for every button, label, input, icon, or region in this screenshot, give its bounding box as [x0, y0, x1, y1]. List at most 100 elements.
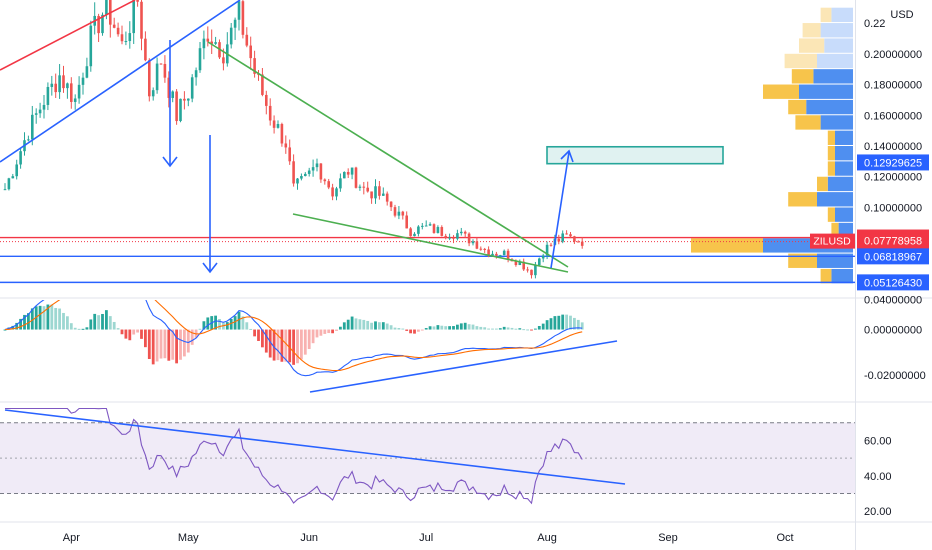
- price-tick-label: 0.14000000: [864, 141, 922, 153]
- drop-arrow-2-head: [202, 262, 218, 274]
- macd-histogram-bar: [545, 320, 549, 330]
- volume-profile-bar-value-area: [795, 115, 821, 130]
- macd-histogram-bar: [186, 329, 190, 353]
- macd-histogram-bar: [471, 324, 475, 330]
- candle-body: [155, 63, 159, 91]
- candle-body: [112, 24, 116, 28]
- macd-signal-line: [4, 300, 583, 372]
- candle-body: [276, 124, 280, 128]
- time-tick-label: Jul: [419, 532, 433, 544]
- candle-body: [409, 228, 412, 237]
- candle-body: [358, 186, 362, 188]
- macd-histogram-bar: [136, 329, 139, 333]
- macd-histogram-bar: [183, 329, 186, 357]
- macd-axis[interactable]: 0.00000000 -0.02000000: [864, 325, 926, 382]
- macd-histogram-bar: [483, 327, 487, 330]
- macd-histogram-bar: [218, 318, 221, 330]
- candle-body: [31, 114, 34, 140]
- price-tag[interactable]: 0.12929625: [857, 154, 929, 171]
- candle-body: [440, 227, 444, 236]
- volume-profile-bar-value-area: [827, 130, 835, 145]
- macd-histogram-bar: [518, 328, 522, 330]
- candle-body: [175, 91, 178, 122]
- rsi-trendline[interactable]: [4, 409, 626, 485]
- candle-body: [3, 189, 7, 191]
- rsi-axis[interactable]: 60.00 40.00 20.00: [864, 435, 892, 518]
- channel-lower-trendline[interactable]: [0, 0, 241, 163]
- rsi-pane[interactable]: [0, 407, 855, 505]
- time-tick-label: Sep: [658, 532, 678, 544]
- price-pane[interactable]: [0, 0, 855, 284]
- macd-histogram-bar: [69, 323, 73, 330]
- macd-histogram-bar: [264, 329, 268, 353]
- macd-histogram-bar: [311, 329, 315, 344]
- candle-body: [522, 261, 525, 270]
- macd-trendline[interactable]: [309, 340, 618, 393]
- candle-body: [393, 207, 397, 216]
- candle-body: [549, 244, 553, 246]
- macd-histogram-bar: [350, 316, 354, 330]
- candle-body: [424, 225, 428, 227]
- price-tag-label: 0.05126430: [864, 277, 922, 289]
- macd-histogram-bar: [73, 327, 77, 330]
- macd-histogram-bar: [66, 316, 69, 330]
- candle-body: [370, 191, 373, 199]
- price-axis[interactable]: 0.22 0.20000000 0.18000000 0.16000000 0.1400…: [810, 9, 929, 307]
- candle-body: [19, 151, 22, 165]
- macd-histogram-bar: [526, 329, 529, 331]
- time-axis[interactable]: Apr May Jun Jul Aug Sep Oct: [63, 532, 794, 544]
- volume-profile-bar-value-area: [827, 146, 835, 161]
- volume-profile-bar-value-area: [831, 222, 839, 238]
- volume-profile-bar: [835, 146, 853, 161]
- macd-pane[interactable]: [3, 276, 618, 393]
- macd-histogram-bar: [155, 329, 159, 362]
- macd-histogram-bar: [303, 329, 307, 355]
- volume-profile-bar-value-area: [817, 176, 828, 192]
- macd-histogram-bar: [214, 315, 217, 330]
- target-arrow-head: [560, 149, 574, 163]
- macd-histogram-bar: [46, 304, 50, 330]
- price-tick-label: 0.10000000: [864, 202, 922, 214]
- candle-body: [280, 124, 284, 144]
- candle-body: [11, 176, 15, 179]
- time-tick-label: Oct: [776, 532, 793, 544]
- rsi-tick-label: 60.00: [864, 435, 892, 447]
- time-tick-label: May: [178, 532, 199, 544]
- macd-histogram-bar: [413, 329, 416, 334]
- wedge-upper-trendline[interactable]: [207, 41, 569, 268]
- candle-body: [448, 237, 451, 239]
- price-tag[interactable]: 0.05126430: [857, 274, 929, 291]
- volume-profile-bar-value-area: [763, 84, 799, 99]
- candle-body: [421, 225, 424, 227]
- macd-histogram-bar: [342, 322, 346, 330]
- candle-body: [214, 42, 217, 44]
- target-arrow[interactable]: [550, 151, 570, 269]
- target-zone-box[interactable]: [546, 145, 724, 165]
- macd-histogram-bar: [159, 329, 163, 359]
- candle-body: [151, 90, 155, 97]
- candle-body: [304, 173, 307, 177]
- macd-histogram-bar: [11, 325, 15, 330]
- candle-body: [237, 1, 241, 20]
- macd-histogram-bar: [534, 328, 537, 330]
- macd-histogram-bar: [491, 328, 494, 330]
- price-tag[interactable]: 0.06818967: [857, 248, 929, 265]
- candle-body: [483, 248, 486, 250]
- candle-body: [222, 57, 225, 64]
- macd-histogram-bar: [498, 328, 502, 330]
- macd-histogram-bar: [428, 326, 432, 330]
- macd-histogram-bar: [358, 319, 362, 330]
- macd-histogram-bar: [576, 319, 580, 330]
- symbol-label: ZILUSD: [813, 236, 851, 248]
- candle-body: [530, 269, 533, 276]
- candle-body: [183, 98, 186, 101]
- macd-histogram-bar: [128, 329, 132, 341]
- candle-body: [179, 98, 182, 122]
- candle-body: [34, 113, 38, 115]
- drawings[interactable]: [0, 0, 574, 274]
- wedge-lower-trendline[interactable]: [292, 213, 569, 273]
- price-tag-label: 0.06818967: [864, 251, 922, 263]
- channel-upper-trendline[interactable]: [0, 0, 136, 71]
- candle-body: [557, 238, 561, 242]
